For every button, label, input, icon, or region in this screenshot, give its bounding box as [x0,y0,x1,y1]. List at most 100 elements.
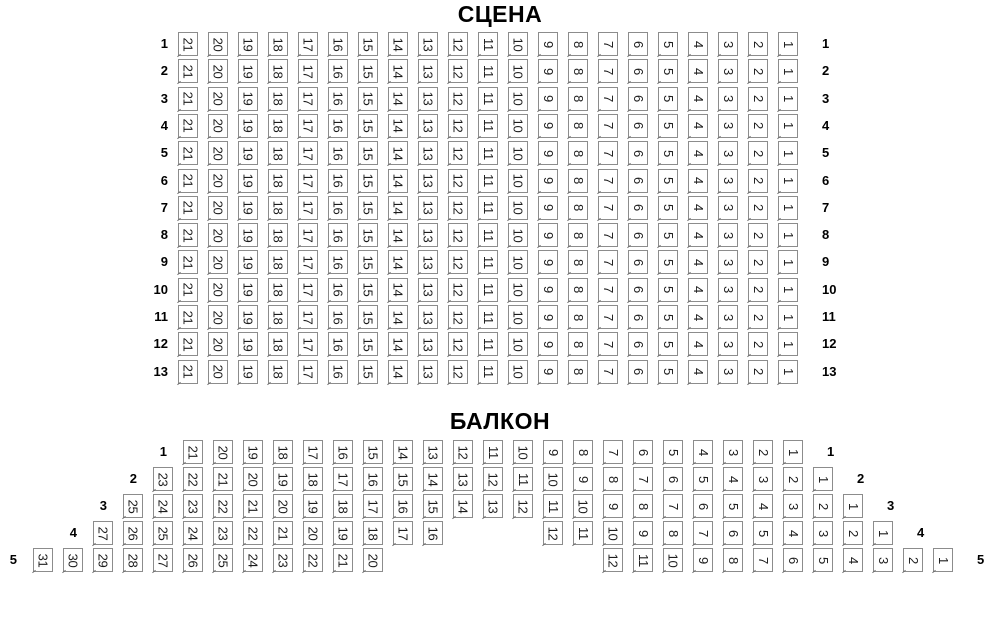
seat[interactable]: 4 [843,548,863,572]
seat[interactable]: 18 [303,467,323,491]
seat[interactable]: 18 [268,332,288,357]
seat[interactable]: 17 [393,521,413,545]
seat[interactable]: 12 [448,359,468,384]
seat[interactable]: 15 [358,195,378,220]
seat[interactable]: 13 [418,223,438,248]
seat[interactable]: 6 [628,332,648,357]
seat[interactable]: 21 [333,548,353,572]
seat[interactable]: 4 [688,113,708,138]
seat[interactable]: 23 [213,521,233,545]
seat[interactable]: 21 [178,113,198,138]
seat[interactable]: 21 [178,250,198,275]
seat[interactable]: 24 [153,494,173,518]
seat[interactable]: 12 [453,440,473,464]
seat[interactable]: 26 [183,548,203,572]
seat[interactable]: 1 [783,440,803,464]
seat[interactable]: 19 [333,521,353,545]
seat[interactable]: 7 [598,359,618,384]
seat[interactable]: 11 [478,32,498,56]
seat[interactable]: 21 [213,467,233,491]
seat[interactable]: 20 [363,548,383,572]
seat[interactable]: 12 [448,277,468,302]
seat[interactable]: 21 [178,305,198,329]
seat[interactable]: 1 [778,86,798,111]
seat[interactable]: 18 [268,305,288,329]
seat[interactable]: 5 [658,86,678,111]
seat[interactable]: 20 [208,113,228,138]
seat[interactable]: 9 [603,494,623,518]
seat[interactable]: 15 [363,440,383,464]
seat[interactable]: 7 [598,250,618,275]
seat[interactable]: 9 [538,141,558,166]
seat[interactable]: 10 [508,59,528,84]
seat[interactable]: 7 [598,32,618,56]
seat[interactable]: 3 [718,113,738,138]
seat[interactable]: 14 [388,277,408,302]
seat[interactable]: 12 [543,521,563,545]
seat[interactable]: 12 [513,494,533,518]
seat[interactable]: 17 [298,277,318,302]
seat[interactable]: 5 [658,359,678,384]
seat[interactable]: 17 [298,168,318,193]
seat[interactable]: 9 [573,467,593,491]
seat[interactable]: 5 [658,305,678,329]
seat[interactable]: 12 [448,250,468,275]
seat[interactable]: 17 [298,305,318,329]
seat[interactable]: 1 [778,250,798,275]
seat[interactable]: 14 [388,359,408,384]
seat[interactable]: 21 [178,359,198,384]
seat[interactable]: 13 [483,494,503,518]
seat[interactable]: 3 [873,548,893,572]
seat[interactable]: 6 [628,113,648,138]
seat[interactable]: 18 [268,86,288,111]
seat[interactable]: 1 [778,32,798,56]
seat[interactable]: 13 [418,59,438,84]
seat[interactable]: 17 [298,113,318,138]
seat[interactable]: 9 [538,195,558,220]
seat[interactable]: 17 [363,494,383,518]
seat[interactable]: 1 [778,195,798,220]
seat[interactable]: 2 [748,195,768,220]
seat[interactable]: 14 [388,250,408,275]
seat[interactable]: 3 [718,195,738,220]
seat[interactable]: 5 [658,195,678,220]
seat[interactable]: 11 [478,141,498,166]
seat[interactable]: 2 [813,494,833,518]
seat[interactable]: 2 [748,86,768,111]
seat[interactable]: 17 [298,86,318,111]
seat[interactable]: 10 [508,305,528,329]
seat[interactable]: 4 [688,168,708,193]
seat[interactable]: 8 [568,305,588,329]
seat[interactable]: 10 [663,548,683,572]
seat[interactable]: 15 [393,467,413,491]
seat[interactable]: 5 [753,521,773,545]
seat[interactable]: 5 [693,467,713,491]
seat[interactable]: 1 [813,467,833,491]
seat[interactable]: 18 [268,59,288,84]
seat[interactable]: 21 [183,440,203,464]
seat[interactable]: 1 [778,141,798,166]
seat[interactable]: 18 [268,223,288,248]
seat[interactable]: 20 [208,86,228,111]
seat[interactable]: 1 [843,494,863,518]
seat[interactable]: 17 [333,467,353,491]
seat[interactable]: 15 [358,359,378,384]
seat[interactable]: 3 [813,521,833,545]
seat[interactable]: 10 [508,168,528,193]
seat[interactable]: 18 [268,359,288,384]
seat[interactable]: 1 [778,359,798,384]
seat[interactable]: 2 [748,277,768,302]
seat[interactable]: 2 [903,548,923,572]
seat[interactable]: 10 [508,359,528,384]
seat[interactable]: 16 [328,359,348,384]
seat[interactable]: 8 [568,113,588,138]
seat[interactable]: 14 [423,467,443,491]
seat[interactable]: 15 [358,113,378,138]
seat[interactable]: 8 [568,195,588,220]
seat[interactable]: 5 [658,59,678,84]
seat[interactable]: 2 [748,32,768,56]
seat[interactable]: 20 [208,332,228,357]
seat[interactable]: 2 [748,168,768,193]
seat[interactable]: 11 [478,223,498,248]
seat[interactable]: 13 [418,305,438,329]
